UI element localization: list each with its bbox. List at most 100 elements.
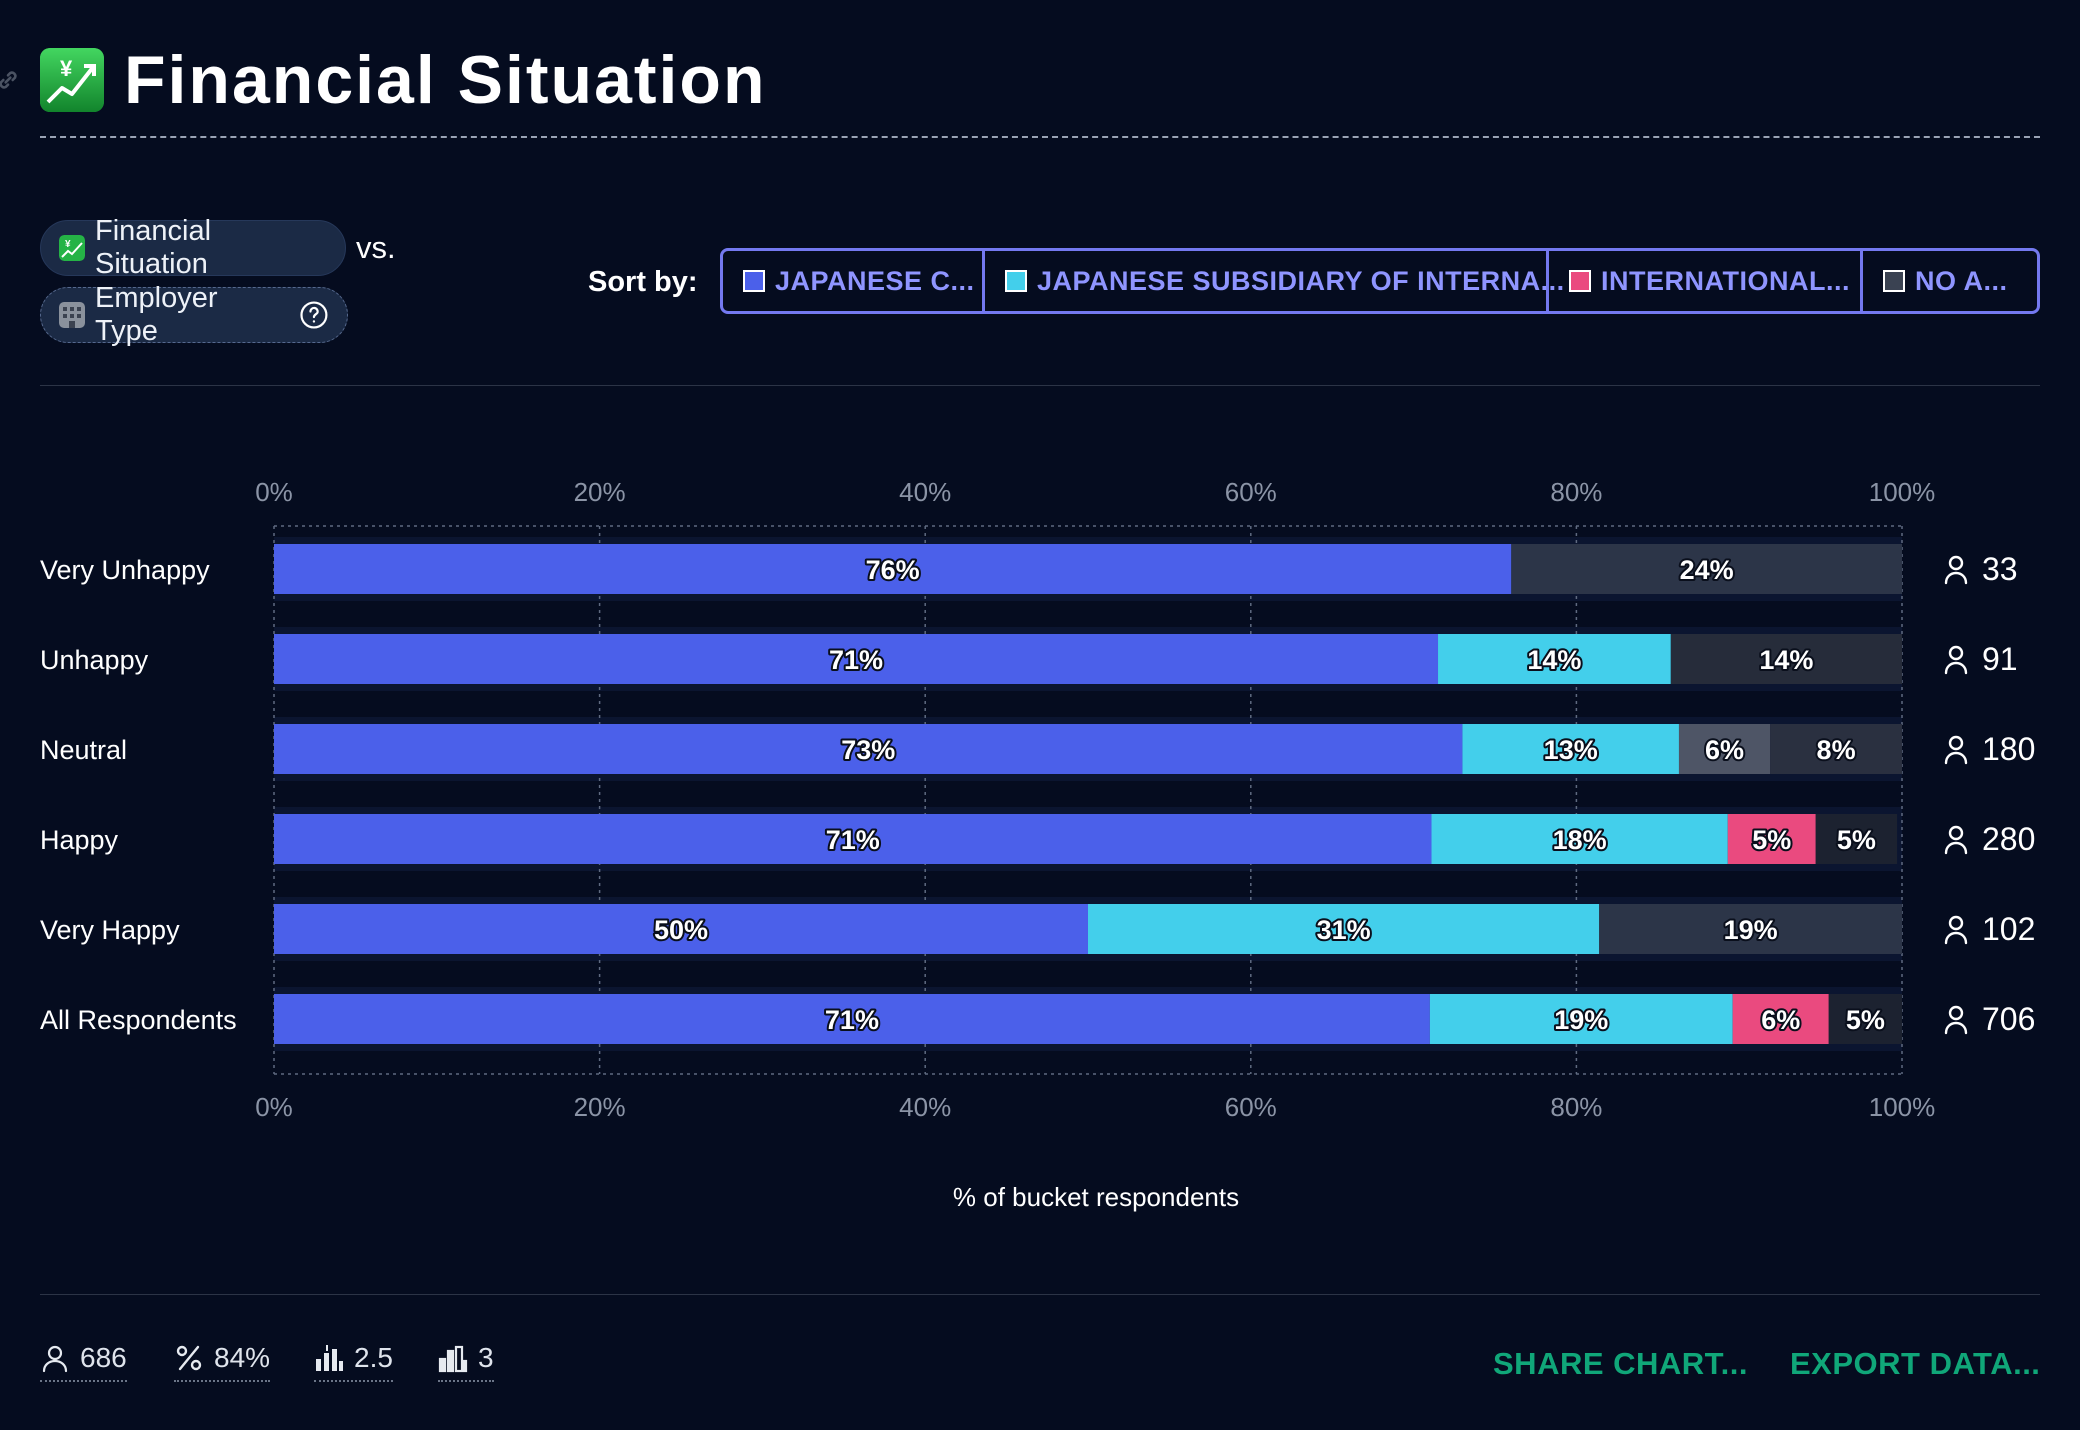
respondent-count: 33 — [1982, 551, 2018, 587]
secondary-question-pill[interactable]: Employer Type — [40, 282, 348, 347]
bar-segment — [1732, 994, 1829, 1044]
sort-option-japanese-company[interactable]: JAPANESE C... — [723, 251, 985, 311]
sort-option-label: JAPANESE C... — [775, 265, 975, 296]
bar-chart-median-icon — [316, 1345, 343, 1371]
x-tick-label-bottom: 100% — [1869, 1092, 1936, 1122]
bar-segment — [274, 904, 1088, 954]
bar-segment — [274, 544, 1512, 594]
bar-segment — [1670, 634, 1902, 684]
stat-value: 84% — [214, 1342, 271, 1373]
category-label: Neutral — [40, 735, 127, 765]
person-icon — [1944, 735, 1968, 765]
legend-swatch — [1883, 270, 1905, 292]
bar-segment — [1088, 904, 1600, 954]
respondent-count: 280 — [1982, 821, 2035, 857]
bar-value-label: 6% — [1705, 735, 1744, 765]
bar-value-label: 71% — [829, 645, 883, 675]
bar-segment — [1462, 724, 1679, 774]
chart-increasing-yen-icon: ¥ — [59, 235, 85, 261]
sort-option-no-answer[interactable]: NO A... — [1863, 251, 2037, 311]
x-tick-label-top: 20% — [574, 477, 626, 507]
sort-option-japanese-subsidiary[interactable]: JAPANESE SUBSIDIARY OF INTERNA... — [985, 251, 1564, 311]
mode-stat[interactable]: 3 — [438, 1342, 494, 1382]
category-label: Very Happy — [40, 915, 180, 945]
x-tick-label-bottom: 20% — [574, 1092, 626, 1122]
bar-value-label: 19% — [1724, 915, 1778, 945]
bar-value-label: 5% — [1846, 1005, 1885, 1035]
bar-value-label: 18% — [1553, 825, 1607, 855]
share-chart-button[interactable]: SHARE CHART... — [1493, 1346, 1749, 1381]
category-label: Happy — [40, 825, 119, 855]
bar-segment — [1678, 724, 1771, 774]
help-icon[interactable] — [299, 300, 329, 330]
category-label: Unhappy — [40, 645, 149, 675]
bar-segment — [1431, 814, 1728, 864]
x-tick-label-top: 60% — [1225, 477, 1277, 507]
bar-value-label: 5% — [1837, 825, 1876, 855]
person-icon — [1944, 825, 1968, 855]
bar-value-label: 13% — [1544, 735, 1598, 765]
bar-segment — [1815, 814, 1898, 864]
bar-value-label: 19% — [1554, 1005, 1608, 1035]
primary-question-pill[interactable]: ¥ Financial Situation — [40, 215, 346, 280]
percent-icon — [176, 1345, 202, 1371]
x-tick-label-top: 0% — [255, 477, 293, 507]
x-tick-label-bottom: 60% — [1225, 1092, 1277, 1122]
bar-value-label: 50% — [654, 915, 708, 945]
svg-text:¥: ¥ — [60, 56, 73, 81]
stat-value: 686 — [80, 1342, 127, 1373]
footer-divider — [40, 1294, 2040, 1295]
x-tick-label-top: 100% — [1869, 477, 1936, 507]
sort-option-label: INTERNATIONAL... — [1601, 265, 1850, 296]
bar-segment — [1438, 634, 1671, 684]
sort-option-label: JAPANESE SUBSIDIARY OF INTERNA... — [1037, 265, 1565, 296]
respondent-count-stat[interactable]: 686 — [40, 1342, 127, 1382]
bar-value-label: 71% — [825, 1005, 879, 1035]
section-divider — [40, 385, 2040, 386]
bar-value-label: 24% — [1680, 555, 1734, 585]
respondent-count: 180 — [1982, 731, 2035, 767]
sort-by-label: Sort by: — [588, 266, 698, 298]
x-tick-label-bottom: 0% — [255, 1092, 293, 1122]
category-label: All Respondents — [40, 1005, 237, 1035]
person-icon — [1944, 645, 1968, 675]
median-stat[interactable]: 2.5 — [314, 1342, 393, 1382]
vs-label: vs. — [356, 230, 396, 265]
stat-value: 2.5 — [354, 1342, 393, 1373]
bar-value-label: 8% — [1817, 735, 1856, 765]
legend-swatch — [1569, 270, 1591, 292]
bar-segment — [274, 634, 1439, 684]
response-rate-stat[interactable]: 84% — [174, 1342, 271, 1382]
svg-text:¥: ¥ — [65, 239, 71, 250]
title-divider — [40, 136, 2040, 138]
x-tick-label-bottom: 80% — [1550, 1092, 1602, 1122]
bar-segment — [274, 724, 1463, 774]
bar-value-label: 76% — [866, 555, 920, 585]
person-icon — [1944, 915, 1968, 945]
respondent-count: 102 — [1982, 911, 2035, 947]
bar-segment — [1770, 724, 1902, 774]
export-data-button[interactable]: EXPORT DATA... — [1790, 1346, 2041, 1381]
sort-option-international[interactable]: INTERNATIONAL... — [1549, 251, 1863, 311]
bar-segment — [274, 994, 1430, 1044]
bar-value-label: 14% — [1759, 645, 1813, 675]
stat-value: 3 — [478, 1342, 494, 1373]
bar-value-label: 6% — [1761, 1005, 1800, 1035]
legend-swatch — [1005, 270, 1027, 292]
link-icon[interactable] — [0, 66, 22, 94]
bar-segment — [1429, 994, 1733, 1044]
sort-option-label: NO A... — [1915, 265, 2008, 296]
bar-segment — [1727, 814, 1816, 864]
person-icon — [1944, 555, 1968, 585]
category-label: Very Unhappy — [40, 555, 210, 585]
bar-chart-mode-icon — [438, 1345, 468, 1373]
person-icon — [42, 1345, 68, 1373]
secondary-question-label: Employer Type — [95, 282, 218, 347]
bar-value-label: 5% — [1752, 825, 1791, 855]
bar-segment — [1511, 544, 1902, 594]
x-tick-label-bottom: 40% — [899, 1092, 951, 1122]
bar-segment — [274, 814, 1432, 864]
x-tick-label-top: 40% — [899, 477, 951, 507]
office-building-icon — [59, 302, 85, 328]
page-title: Financial Situation — [124, 42, 767, 118]
